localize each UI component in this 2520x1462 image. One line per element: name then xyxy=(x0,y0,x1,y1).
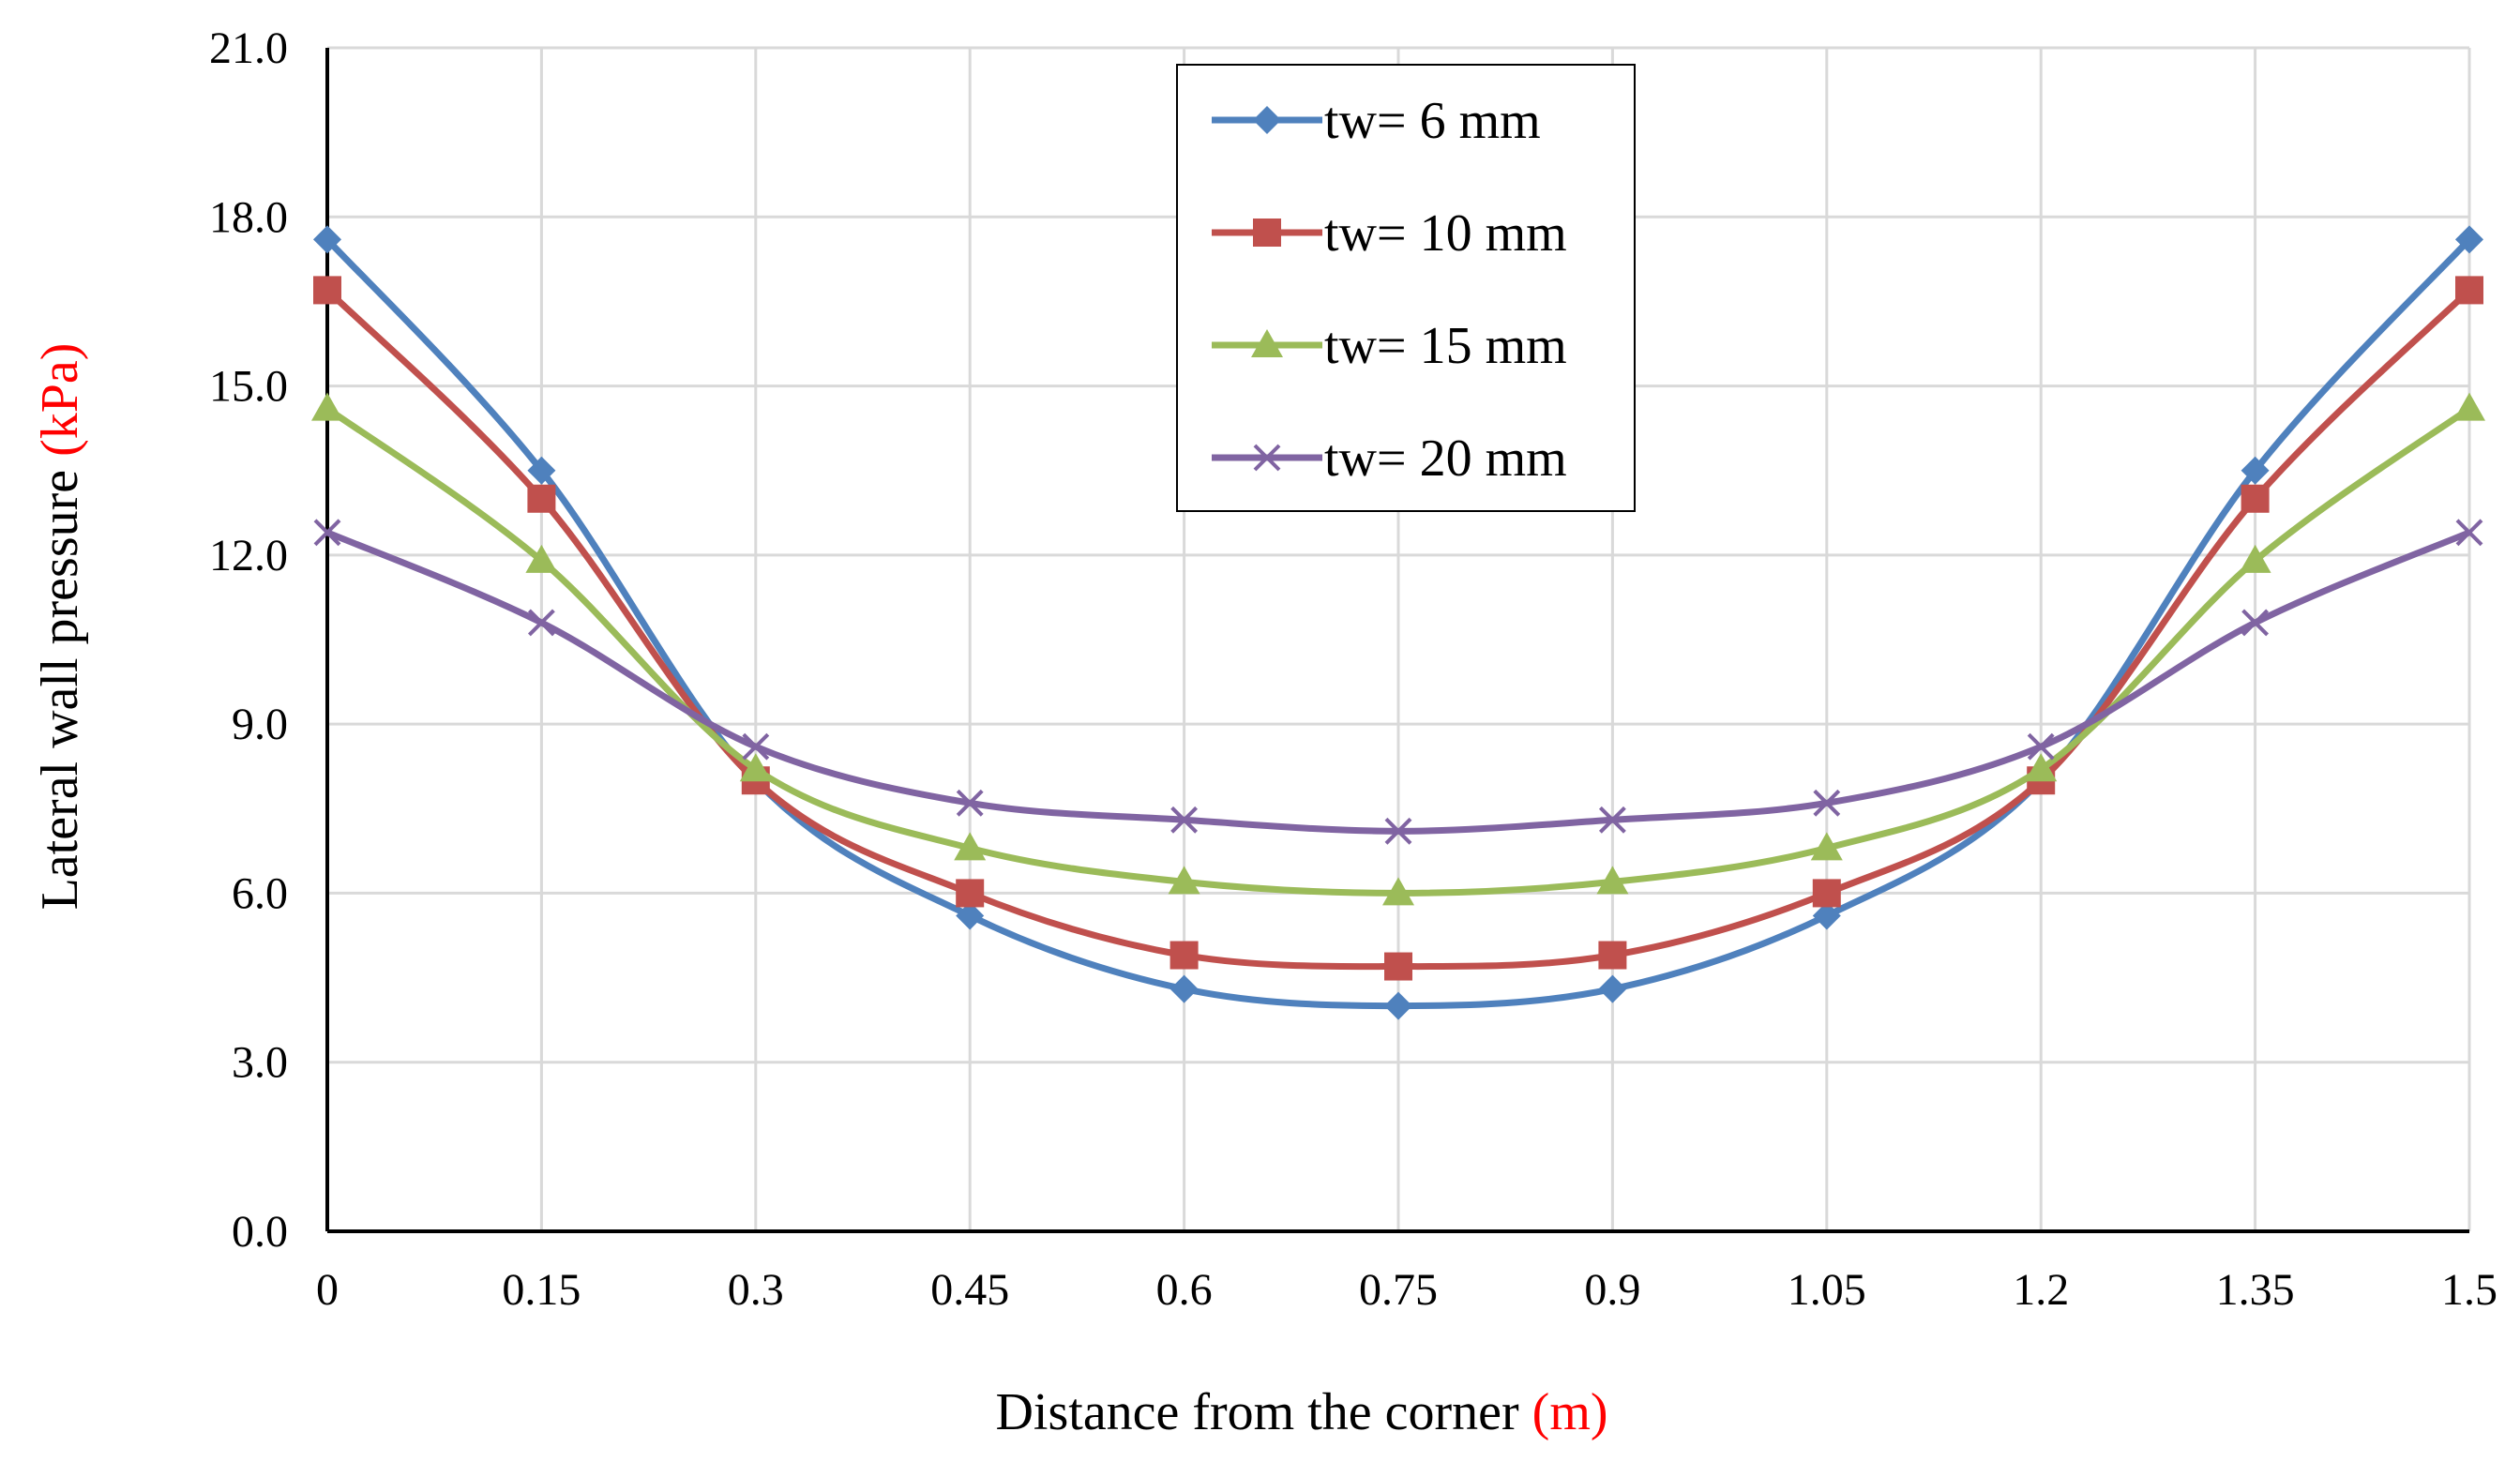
data-point xyxy=(2241,484,2270,513)
data-point xyxy=(313,276,341,305)
x-tick-label: 0.3 xyxy=(728,1265,784,1315)
data-point xyxy=(956,879,985,908)
x-tick-label: 0.6 xyxy=(1156,1265,1213,1315)
y-tick-label: 9.0 xyxy=(232,700,288,749)
y-axis-title: Lateral wall pressure (kPa) xyxy=(31,343,89,911)
x-tick-label: 1.05 xyxy=(1788,1265,1866,1315)
x-tick-label: 1.35 xyxy=(2216,1265,2295,1315)
legend-label: tw= 20 mm xyxy=(1324,430,1567,488)
series-3 xyxy=(311,392,2485,906)
y-tick-label: 21.0 xyxy=(209,23,288,73)
data-point xyxy=(1813,789,1841,817)
y-tick-label: 3.0 xyxy=(232,1038,288,1088)
legend-item: tw= 6 mm xyxy=(1212,92,1541,150)
x-axis-unit: (m) xyxy=(1532,1383,1608,1441)
data-point xyxy=(313,519,341,547)
data-point xyxy=(1170,806,1199,834)
data-point xyxy=(2239,544,2271,573)
legend-label: tw= 10 mm xyxy=(1324,204,1567,263)
x-tick-label: 0.75 xyxy=(1359,1265,1438,1315)
data-point xyxy=(527,456,556,485)
y-tick-label: 18.0 xyxy=(209,192,288,242)
data-point xyxy=(2455,225,2483,254)
x-tick-label: 1.5 xyxy=(2441,1265,2497,1315)
data-point xyxy=(527,609,555,637)
data-point xyxy=(1384,817,1412,845)
x-tick-label: 0.9 xyxy=(1584,1265,1640,1315)
data-point xyxy=(525,544,558,573)
y-tick-label: 12.0 xyxy=(209,531,288,580)
y-axis-unit: (kPa) xyxy=(31,343,89,457)
data-point xyxy=(1169,941,1199,970)
data-point xyxy=(2241,609,2270,637)
x-tick-label: 0.45 xyxy=(930,1265,1009,1315)
x-axis-title: Distance from the corner (m) xyxy=(995,1383,1607,1441)
y-tick-label: 6.0 xyxy=(232,868,288,918)
x-axis-title-text: Distance from the corner xyxy=(995,1383,1519,1441)
data-point xyxy=(1598,974,1627,1003)
legend-label: tw= 15 mm xyxy=(1324,317,1567,375)
data-point xyxy=(1168,866,1200,895)
legend-marker xyxy=(1253,219,1281,247)
data-point xyxy=(1598,941,1627,970)
data-point xyxy=(2027,732,2055,761)
data-point xyxy=(956,789,984,817)
data-point xyxy=(1382,877,1414,906)
legend-item: tw= 15 mm xyxy=(1212,317,1567,375)
data-point xyxy=(2453,392,2485,421)
data-point xyxy=(1810,832,1843,861)
legend-item: tw= 10 mm xyxy=(1212,204,1567,263)
y-tick-label: 0.0 xyxy=(232,1207,288,1257)
data-point xyxy=(1812,901,1841,930)
data-point xyxy=(2455,519,2483,547)
data-point xyxy=(1169,974,1199,1003)
series-4 xyxy=(313,519,2483,845)
legend-marker xyxy=(1251,329,1283,357)
data-point xyxy=(527,484,556,513)
data-point xyxy=(1384,991,1412,1020)
data-point xyxy=(1812,879,1841,908)
data-point xyxy=(742,732,770,761)
x-tick-label: 0 xyxy=(316,1265,339,1315)
legend-box xyxy=(1176,64,1636,512)
data-point xyxy=(956,901,985,930)
data-point xyxy=(2455,276,2483,305)
data-point xyxy=(1596,866,1629,895)
data-point xyxy=(954,832,987,861)
data-point xyxy=(1598,806,1626,834)
data-point xyxy=(2241,456,2270,485)
y-tick-labels: 0.0 3.0 6.0 9.0 12.0 15.0 18.0 21.0 xyxy=(209,23,288,1257)
series-group xyxy=(311,225,2485,1020)
data-point xyxy=(739,753,772,782)
data-point xyxy=(1384,952,1412,981)
legend: tw= 6 mm tw= 10 mm tw= 15 mm tw= 20 mm xyxy=(1176,64,1636,512)
y-axis-title-text: Lateral wall pressure xyxy=(31,470,89,911)
data-point xyxy=(313,225,341,254)
data-point xyxy=(311,392,343,421)
legend-label: tw= 6 mm xyxy=(1324,92,1541,150)
legend-marker xyxy=(1253,106,1281,134)
y-tick-label: 15.0 xyxy=(209,362,288,412)
data-point xyxy=(2025,753,2058,782)
legend-marker xyxy=(1253,444,1281,472)
x-tick-label: 0.15 xyxy=(502,1265,581,1315)
x-tick-labels: 0 0.15 0.3 0.45 0.6 0.75 0.9 1.05 1.2 1.35 1.5 xyxy=(316,1265,2497,1315)
legend-item: tw= 20 mm xyxy=(1212,430,1567,488)
x-tick-label: 1.2 xyxy=(2013,1265,2069,1315)
